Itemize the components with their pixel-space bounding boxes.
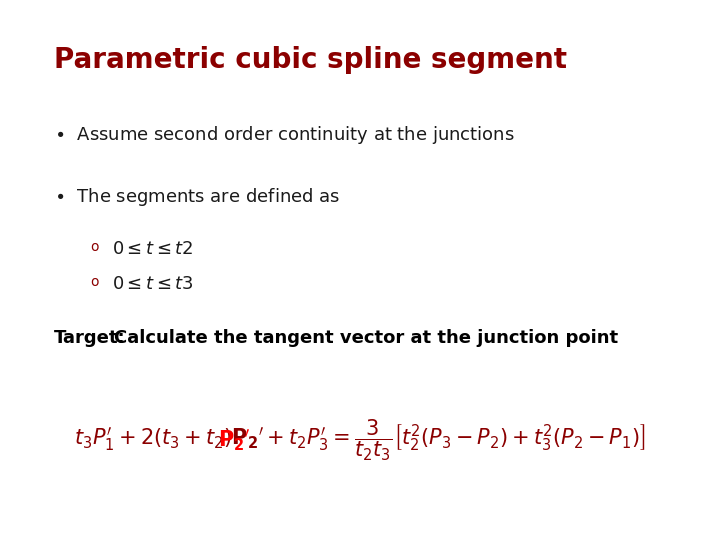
Text: $\bullet$  The segments are defined as: $\bullet$ The segments are defined as [54, 186, 340, 208]
Text: Target:: Target: [54, 329, 125, 347]
Text: $0 \leq t \leq t3$: $0 \leq t \leq t3$ [112, 275, 194, 293]
Text: Calculate the tangent vector at the junction point: Calculate the tangent vector at the junc… [114, 329, 618, 347]
Text: o: o [90, 275, 99, 289]
Text: $t_3 P_1' + 2(t_3 + t_2)\mathbf{P_2}' + t_2 P_3' = \dfrac{3}{t_2 t_3} \left[t_2^: $t_3 P_1' + 2(t_3 + t_2)\mathbf{P_2}' + … [74, 417, 646, 463]
Text: $\bullet$  Assume second order continuity at the junctions: $\bullet$ Assume second order continuity… [54, 124, 515, 146]
Text: Parametric cubic spline segment: Parametric cubic spline segment [54, 46, 567, 74]
Text: $\mathbf{P_2}'$: $\mathbf{P_2}'$ [218, 427, 250, 453]
Text: $0 \leq t \leq t2$: $0 \leq t \leq t2$ [112, 240, 193, 258]
Text: o: o [90, 240, 99, 254]
